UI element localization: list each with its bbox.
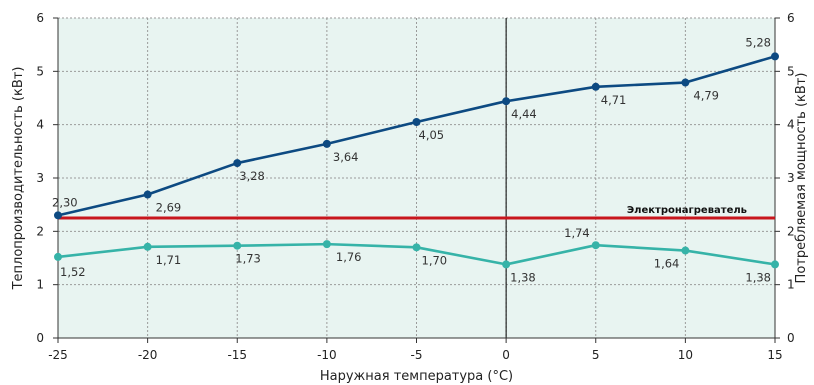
data-point-power_consumption	[771, 260, 779, 269]
data-point-power_consumption	[412, 243, 421, 252]
y-tick-label-right: 6	[787, 11, 795, 25]
x-axis-title: Наружная температура (°C)	[320, 369, 513, 384]
data-label-heating_capacity: 5,28	[745, 35, 771, 49]
data-point-heating_capacity	[681, 78, 690, 87]
data-point-power_consumption	[143, 242, 152, 251]
data-label-power_consumption: 1,38	[510, 270, 536, 284]
data-point-heating_capacity	[591, 82, 600, 91]
data-point-power_consumption	[54, 252, 62, 261]
y-tick-label-left: 2	[36, 224, 44, 238]
data-label-heating_capacity: 4,44	[511, 107, 537, 121]
x-tick-label: -20	[138, 348, 158, 362]
data-point-power_consumption	[681, 246, 690, 255]
series-heating_capacity: 2,30 2,69 3,28 3,64 4,05 4,44 4,71 4,79 5,28	[52, 35, 779, 220]
x-tick-label: -25	[48, 348, 68, 362]
y-tick-label-right: 0	[787, 331, 795, 345]
x-tick-label: 15	[767, 348, 782, 362]
data-point-heating_capacity	[322, 139, 331, 148]
data-label-power_consumption: 1,71	[156, 253, 182, 267]
data-point-heating_capacity	[771, 52, 779, 61]
y-tick-label-right: 2	[787, 224, 795, 238]
data-label-power_consumption: 1,64	[654, 257, 680, 271]
y-tick-label-left: 6	[36, 11, 44, 25]
data-label-power_consumption: 1,38	[745, 270, 771, 284]
data-label-heating_capacity: 3,28	[239, 169, 265, 183]
data-point-heating_capacity	[54, 211, 62, 220]
y-tick-label-left: 0	[36, 331, 44, 345]
data-label-heating_capacity: 2,69	[156, 201, 182, 215]
data-label-power_consumption: 1,52	[60, 265, 86, 279]
data-point-heating_capacity	[502, 97, 511, 106]
y-axis-title-left: Теплопроизводительность (кВт)	[11, 67, 26, 291]
y-axis-title-right: Потребляемая мощность (кВт)	[794, 73, 809, 284]
axes	[53, 17, 780, 343]
data-label-power_consumption: 1,76	[336, 250, 362, 264]
data-point-heating_capacity	[233, 159, 242, 168]
data-label-heating_capacity: 4,79	[693, 89, 719, 103]
y-tick-label-left: 3	[36, 171, 44, 185]
x-tick-label: 5	[592, 348, 600, 362]
series-power_consumption: 1,52 1,71 1,73 1,76 1,70 1,38 1,74 1,64 1,38	[54, 226, 779, 284]
y-tick-label-left: 1	[36, 278, 44, 292]
x-tick-label: 0	[502, 348, 510, 362]
data-label-heating_capacity: 4,71	[601, 93, 627, 107]
data-point-power_consumption	[233, 241, 242, 250]
series-layer: 2,30 2,69 3,28 3,64 4,05 4,44 4,71 4,79 5,28 1,52…	[52, 35, 779, 284]
data-point-heating_capacity	[412, 118, 421, 126]
data-point-power_consumption	[502, 260, 511, 269]
y-tick-label-right: 3	[787, 171, 795, 185]
data-label-heating_capacity: 3,64	[333, 150, 359, 164]
x-tick-label: -15	[227, 348, 247, 362]
tick-labels: 0 0 1 1 2 2 3 3 4 4 5 5 6 6 -25 -20 -15 -10 -5 0 5 10 15	[36, 11, 794, 362]
data-point-power_consumption	[591, 241, 600, 250]
data-label-power_consumption: 1,74	[564, 226, 590, 240]
data-point-power_consumption	[322, 240, 331, 249]
y-tick-label-left: 5	[36, 64, 44, 78]
data-point-heating_capacity	[143, 190, 152, 199]
x-tick-label: -5	[411, 348, 423, 362]
data-label-heating_capacity: 2,30	[52, 195, 78, 209]
data-label-heating_capacity: 4,05	[419, 128, 445, 142]
x-tick-label: 10	[678, 348, 693, 362]
y-tick-label-left: 4	[36, 118, 44, 132]
y-tick-label-right: 5	[787, 64, 795, 78]
x-tick-label: -10	[317, 348, 337, 362]
data-label-power_consumption: 1,73	[235, 252, 261, 266]
reference-line-label: Электронагреватель	[627, 205, 747, 216]
y-tick-label-right: 4	[787, 118, 795, 132]
y-tick-label-right: 1	[787, 278, 795, 292]
data-label-power_consumption: 1,70	[422, 253, 448, 267]
